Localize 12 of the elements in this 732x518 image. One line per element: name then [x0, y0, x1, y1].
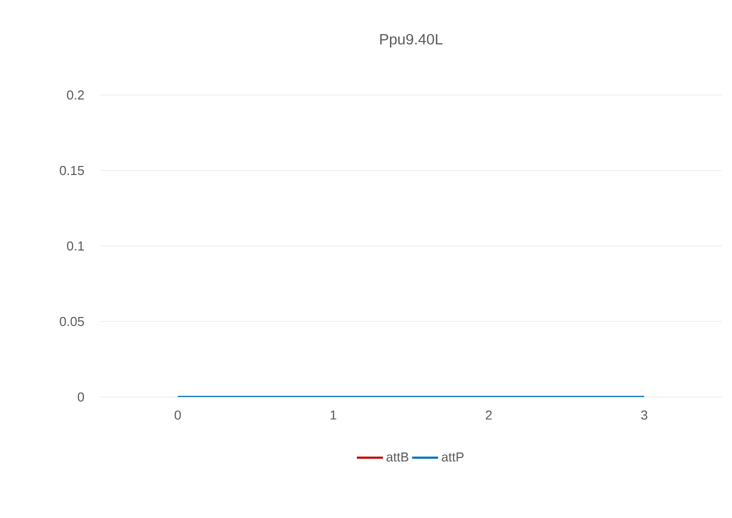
chart-title: Ppu9.40L [380, 34, 442, 48]
x-tick-label: 1 [330, 410, 336, 420]
legend-label: attB [386, 452, 408, 462]
y-tick-label: 0.05 [60, 316, 84, 326]
y-tick-label: 0 [78, 392, 84, 402]
y-tick-label: 0.1 [66, 241, 84, 251]
x-tick-label: 2 [486, 410, 492, 420]
y-tick-label: 0.15 [60, 166, 84, 176]
y-tick-label: 0.2 [66, 90, 84, 100]
legend-label: attP [442, 452, 464, 462]
x-tick-label: 3 [641, 410, 648, 420]
x-tick-label: 0 [174, 410, 181, 420]
